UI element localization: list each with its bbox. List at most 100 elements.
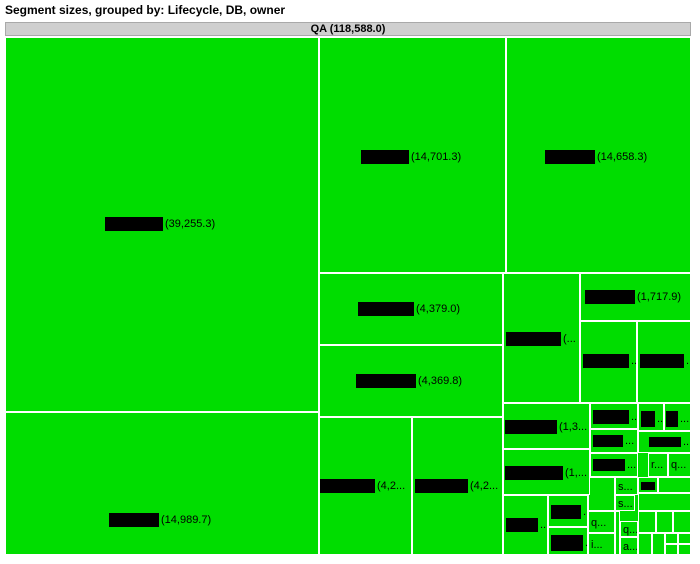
treemap-cell[interactable]: ... bbox=[664, 403, 691, 431]
treemap-cell-label: (14,658.3) bbox=[545, 150, 647, 164]
treemap-filler-cell[interactable] bbox=[588, 477, 615, 511]
redacted-name-bar bbox=[551, 535, 583, 551]
treemap-filler-cell[interactable] bbox=[673, 511, 691, 533]
treemap-cell-value: q... bbox=[671, 459, 687, 471]
treemap-cell[interactable]: ... bbox=[590, 453, 638, 477]
treemap-cell[interactable]: ... bbox=[590, 403, 638, 429]
treemap-cell-value: (1,3... bbox=[559, 421, 588, 433]
treemap-cell-label: q... bbox=[623, 524, 638, 536]
treemap-cell[interactable]: (1,3... bbox=[503, 403, 590, 449]
treemap-cell-value: (4,2... bbox=[377, 480, 406, 492]
treemap-cell[interactable]: q... bbox=[588, 511, 615, 533]
treemap-cell[interactable]: ... bbox=[580, 321, 637, 403]
treemap-cell-value: (39,255.3) bbox=[165, 218, 216, 230]
treemap-cell-label: (39,255.3) bbox=[105, 217, 215, 231]
treemap-cell-label: (14,989.7) bbox=[109, 513, 211, 527]
redacted-name-bar bbox=[649, 437, 681, 447]
treemap-cell[interactable]: r... bbox=[648, 453, 668, 477]
treemap-filler-cell[interactable] bbox=[665, 544, 678, 555]
redacted-name-bar bbox=[415, 479, 468, 493]
treemap-cell-label: (1,717.9) bbox=[585, 290, 681, 304]
treemap-cell-value: a... bbox=[623, 541, 638, 553]
treemap-cell-value: (... bbox=[563, 333, 576, 345]
treemap-cell-value: s... bbox=[618, 498, 633, 510]
treemap-cell-value: q... bbox=[623, 524, 638, 536]
redacted-name-bar bbox=[666, 411, 678, 427]
treemap-cell[interactable]: (14,989.7) bbox=[5, 412, 319, 555]
treemap-filler-cell[interactable] bbox=[665, 533, 678, 544]
treemap-cell-label: (4,379.0) bbox=[358, 302, 460, 316]
redacted-name-bar bbox=[641, 482, 655, 490]
treemap-filler-cell[interactable] bbox=[656, 511, 673, 533]
treemap-filler-cell[interactable] bbox=[638, 511, 656, 533]
treemap-filler-cell[interactable] bbox=[638, 533, 652, 555]
redacted-name-bar bbox=[593, 459, 625, 471]
treemap-cell-value: (1,... bbox=[565, 467, 588, 479]
treemap-cell-label: ... bbox=[506, 518, 547, 532]
treemap-filler-cell[interactable] bbox=[615, 511, 620, 555]
treemap-cell-value: ... bbox=[657, 413, 664, 425]
treemap-cell[interactable]: s... bbox=[615, 477, 638, 495]
redacted-name-bar bbox=[506, 332, 561, 346]
treemap-cell[interactable]: (4,2... bbox=[319, 417, 412, 555]
treemap-cell[interactable]: (4,379.0) bbox=[319, 273, 503, 345]
treemap-filler-cell[interactable] bbox=[652, 533, 665, 555]
treemap-cell[interactable]: (14,701.3) bbox=[319, 37, 506, 273]
treemap-cell-value: ... bbox=[585, 537, 588, 549]
treemap-cell-label: ... bbox=[640, 354, 690, 368]
redacted-name-bar bbox=[593, 410, 629, 424]
treemap-cell[interactable]: (39,255.3) bbox=[5, 37, 319, 412]
redacted-name-bar bbox=[358, 302, 414, 316]
treemap-filler-cell[interactable] bbox=[658, 477, 691, 493]
redacted-name-bar bbox=[506, 518, 538, 532]
redacted-name-bar bbox=[505, 466, 563, 480]
treemap-cell-label: ... bbox=[551, 535, 588, 551]
treemap-cell-label: (1,3... bbox=[505, 420, 587, 434]
redacted-name-bar bbox=[593, 435, 623, 447]
treemap-cell-label: (14,701.3) bbox=[361, 150, 461, 164]
redacted-name-bar bbox=[105, 217, 163, 231]
treemap-filler-cell[interactable] bbox=[638, 493, 691, 511]
treemap-filler-cell[interactable] bbox=[678, 544, 691, 555]
treemap-cell[interactable]: (4,369.8) bbox=[319, 345, 503, 417]
treemap-cell-value: (14,989.7) bbox=[161, 514, 212, 526]
treemap-cell[interactable]: (1,... bbox=[503, 449, 590, 495]
redacted-name-bar bbox=[361, 150, 409, 164]
root-header[interactable]: QA (118,588.0) bbox=[5, 22, 691, 36]
treemap-cell-value: ... bbox=[683, 436, 690, 448]
treemap-cell[interactable]: (4,2... bbox=[412, 417, 503, 555]
treemap-cell[interactable]: q... bbox=[620, 521, 638, 537]
redacted-name-bar bbox=[551, 505, 581, 519]
treemap-cell[interactable]: ... bbox=[548, 527, 588, 555]
treemap-cell[interactable]: ... bbox=[638, 477, 658, 493]
treemap-cell-value: q... bbox=[591, 517, 607, 529]
treemap-cell[interactable]: (1,717.9) bbox=[580, 273, 691, 321]
treemap-cell[interactable]: ... bbox=[638, 431, 691, 453]
redacted-name-bar bbox=[356, 374, 416, 388]
treemap-cell-label: i... bbox=[591, 539, 603, 551]
treemap-cell[interactable]: a... bbox=[620, 537, 638, 555]
treemap-cell[interactable]: q... bbox=[668, 453, 691, 477]
treemap-cell[interactable]: (14,658.3) bbox=[506, 37, 691, 273]
treemap-cell[interactable]: ... bbox=[637, 321, 691, 403]
treemap-cell[interactable]: ... bbox=[503, 495, 548, 555]
treemap-cell[interactable]: s... bbox=[615, 495, 635, 511]
treemap-cell[interactable]: ... bbox=[590, 429, 638, 453]
treemap-cell[interactable]: ... bbox=[548, 495, 588, 527]
treemap-cell-value: (4,379.0) bbox=[416, 303, 461, 315]
treemap-cell-value: ... bbox=[625, 435, 635, 447]
redacted-name-bar bbox=[109, 513, 159, 527]
treemap-cell-value: ... bbox=[680, 413, 690, 425]
treemap-cell-label: q... bbox=[591, 517, 606, 529]
treemap-cell-value: (1,717.9) bbox=[637, 291, 682, 303]
treemap-cell[interactable]: ... bbox=[638, 403, 664, 431]
treemap-cell[interactable]: (... bbox=[503, 273, 580, 403]
treemap-cell-value: ... bbox=[631, 355, 637, 367]
redacted-name-bar bbox=[585, 290, 635, 304]
treemap-cell[interactable]: i... bbox=[588, 533, 615, 555]
treemap-cell-label: ... bbox=[551, 505, 587, 519]
redacted-name-bar bbox=[320, 479, 375, 493]
treemap-cell-label: ... bbox=[583, 354, 637, 368]
treemap-filler-cell[interactable] bbox=[678, 533, 691, 544]
chart-title: Segment sizes, grouped by: Lifecycle, DB… bbox=[5, 3, 286, 17]
